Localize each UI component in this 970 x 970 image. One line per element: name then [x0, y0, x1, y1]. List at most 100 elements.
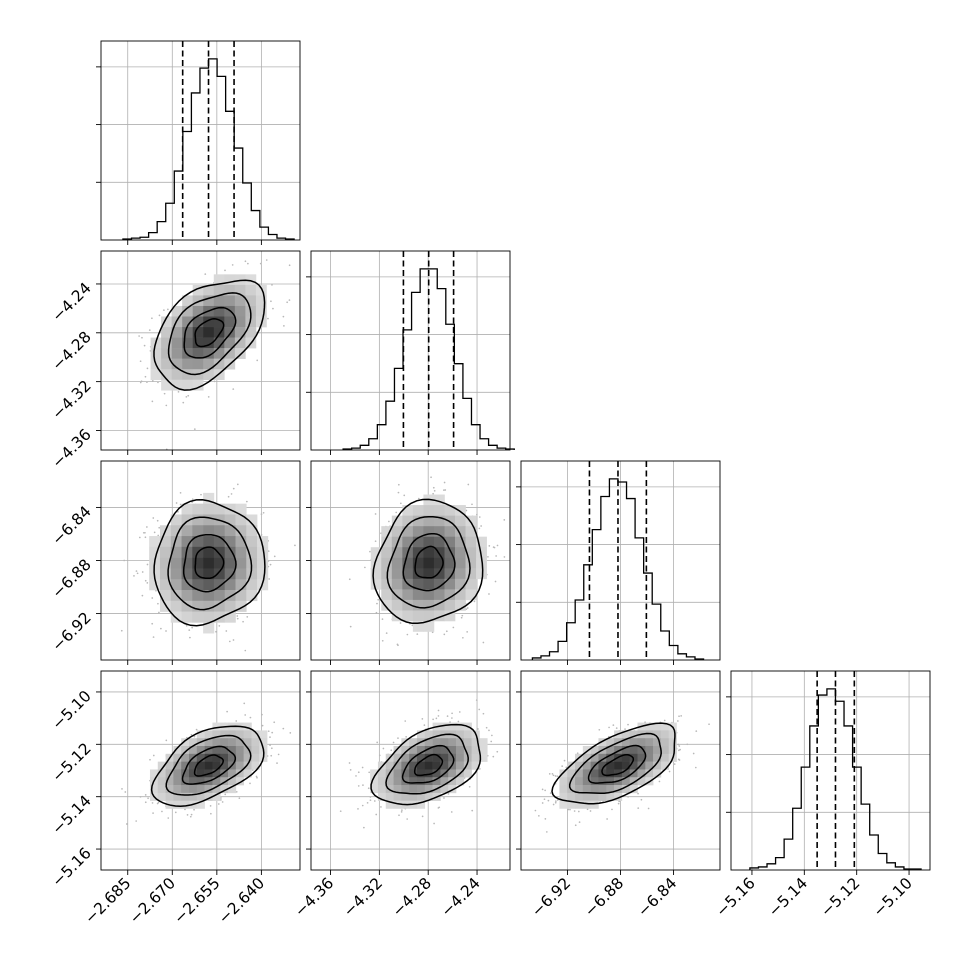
sample-point [144, 801, 147, 804]
density-cell [251, 753, 260, 762]
y-tick-label: −5.14 [49, 792, 95, 838]
density-cell [181, 746, 190, 755]
density-cell [668, 738, 677, 747]
panel-frame [100, 40, 301, 241]
density-cell [629, 769, 638, 778]
density-cell [629, 785, 638, 794]
density-cell [203, 295, 215, 307]
sample-point [492, 546, 495, 548]
density-cell [370, 578, 382, 590]
sample-point [375, 813, 378, 816]
density-cell [251, 761, 260, 770]
sample-point [146, 563, 149, 566]
density-cell [188, 746, 198, 755]
sample-point [186, 814, 189, 816]
density-cell [444, 505, 456, 516]
density-cell [251, 738, 260, 747]
x-tick-label: −2.640 [215, 874, 268, 927]
density-cell [433, 599, 445, 611]
density-cell [204, 746, 213, 755]
density-cell [224, 327, 236, 338]
density-cell [235, 568, 247, 580]
sample-point [146, 367, 149, 370]
density-cell [444, 536, 456, 548]
density-cell [196, 746, 205, 755]
sample-point [215, 630, 217, 633]
sample-point [421, 815, 424, 818]
density-cell [165, 777, 174, 786]
density-cell [182, 316, 194, 328]
sample-point [357, 785, 360, 787]
density-cell [213, 274, 225, 286]
sample-point [135, 570, 138, 572]
density-cell [228, 730, 237, 739]
density-cell [234, 327, 246, 338]
sample-point [543, 798, 546, 801]
sample-point [144, 375, 147, 378]
sample-point [364, 566, 366, 569]
sample-point [677, 758, 680, 761]
sample-point [608, 726, 610, 729]
density-cell [385, 761, 394, 770]
density-cell [192, 316, 204, 328]
density-cell [653, 761, 662, 770]
density-cell [423, 505, 435, 516]
sample-point [369, 796, 372, 798]
density-cell [401, 785, 410, 794]
scatter-panel-4-1: −2.685−2.670−2.655−2.640 −5.16 −5.14 −5.12 −… [49, 670, 301, 927]
density-cell [423, 547, 435, 559]
density-cell [621, 785, 630, 794]
sample-point [193, 735, 196, 738]
sample-point [477, 728, 479, 730]
sample-point [374, 513, 377, 515]
density-cell [645, 769, 654, 778]
density-cell [161, 348, 172, 359]
sample-point [488, 593, 490, 595]
sample-point [151, 317, 153, 320]
sample-point [276, 762, 278, 764]
contour-3 [385, 733, 469, 795]
density-cell [173, 785, 182, 794]
sample-point [466, 607, 469, 609]
sample-point [378, 754, 381, 757]
density-cell [391, 599, 403, 611]
sample-point [245, 500, 248, 503]
density-cell [224, 295, 236, 307]
density-cell [370, 785, 379, 794]
density-cell [416, 753, 426, 762]
sample-point [487, 555, 489, 558]
sample-point [283, 325, 285, 327]
density-cell [235, 738, 244, 747]
x-tick-label: −4.24 [438, 874, 484, 920]
density-cell [203, 327, 215, 338]
density-cell [192, 589, 204, 602]
contour-4 [551, 722, 676, 805]
density-cell [170, 600, 182, 612]
sample-point [446, 715, 449, 717]
density-cell [455, 557, 466, 569]
density-cell [192, 503, 204, 515]
density-cell [171, 358, 183, 370]
density-cell [212, 785, 221, 794]
density-cell [606, 753, 615, 762]
sample-point [226, 710, 228, 713]
density-cell [213, 295, 225, 307]
y-tick-label: −5.16 [49, 844, 95, 890]
density-layer [339, 699, 499, 829]
sample-point [235, 790, 238, 793]
sample-point [444, 489, 447, 491]
sample-point [637, 792, 639, 795]
sample-point [235, 720, 238, 722]
density-cell [181, 503, 193, 515]
density-cell [455, 599, 466, 611]
density-cell [381, 547, 393, 559]
sample-point [189, 636, 191, 639]
sample-point [695, 730, 698, 732]
density-cell [213, 557, 226, 569]
sample-point [468, 785, 471, 788]
sample-point [586, 808, 589, 811]
sample-point [244, 714, 247, 716]
density-cell [402, 515, 414, 527]
density-cell [637, 753, 646, 762]
sample-point [488, 545, 491, 547]
